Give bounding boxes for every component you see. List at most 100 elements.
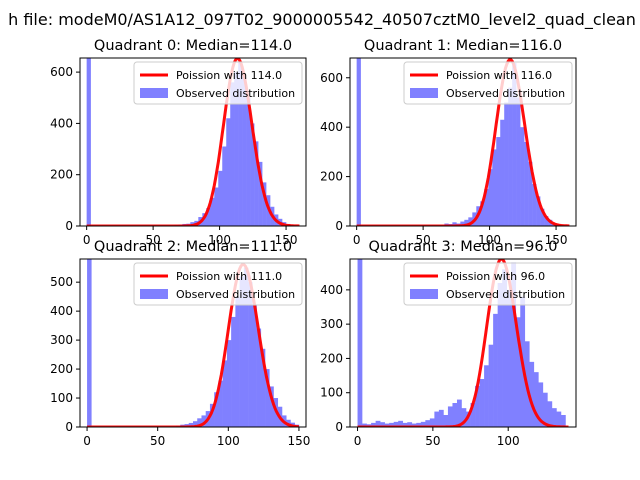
legend-label-observed-2: Observed distribution [176, 288, 295, 301]
histogram-bar-0-18 [242, 77, 247, 226]
y-tick-label-2-0: 0 [65, 420, 73, 434]
histogram-bar-1-22 [528, 161, 533, 226]
legend-label-observed-3: Observed distribution [446, 288, 565, 301]
histogram-bar-3-28 [484, 365, 489, 427]
histogram-bar-2-16 [239, 276, 245, 427]
histogram-bar-2-17 [243, 267, 249, 427]
x-tick-label-0-0: 0 [83, 233, 91, 247]
histogram-bar-1-12 [488, 169, 493, 226]
y-tick-label-3-0: 0 [335, 420, 343, 434]
histogram-bar-1-20 [520, 127, 525, 226]
histogram-bar-0-13 [222, 146, 227, 226]
histogram-bar-0-10 [210, 197, 215, 226]
histogram-bar-3-19 [443, 415, 449, 427]
axes-frame-1 [349, 57, 577, 227]
poisson-curve-0 [86, 58, 300, 226]
histogram-bar-1-17 [508, 87, 513, 226]
plot-area-0 [86, 58, 300, 226]
x-tick-label-2-3: 150 [287, 434, 310, 448]
histogram-bar-2-11 [218, 380, 223, 427]
x-tick-label-0-3: 150 [275, 233, 298, 247]
histogram-bar-0-23 [262, 182, 267, 226]
legend-box-0 [133, 61, 303, 105]
histogram-bar-3-41 [542, 392, 548, 427]
histogram-bar-0-12 [218, 170, 223, 226]
histogram-bar-3-22 [456, 399, 462, 427]
y-tick-label-2-4: 400 [50, 304, 73, 318]
histogram-bar-1-0 [356, 58, 361, 226]
histogram-bar-3-39 [533, 372, 539, 427]
y-tick-label-2-1: 100 [50, 391, 73, 405]
histogram-bar-2-15 [235, 296, 240, 427]
x-tick-label-3-2: 100 [497, 434, 520, 448]
histogram-bar-3-0 [357, 259, 363, 427]
x-tick-label-1-3: 150 [545, 233, 568, 247]
histogram-bar-3-10 [402, 422, 408, 427]
histogram-bar-0-14 [226, 118, 231, 226]
histogram-bar-3-17 [434, 411, 440, 427]
x-tick-label-1-2: 100 [478, 233, 501, 247]
histogram-bar-3-31 [497, 283, 503, 427]
legend-box-3 [403, 262, 573, 306]
histogram-bar-0-19 [246, 97, 251, 226]
histogram-bar-1-10 [480, 201, 485, 226]
histogram-bar-2-6 [197, 418, 202, 427]
y-tick-label-3-1: 100 [320, 386, 343, 400]
panel-1: 0 50 100 150 0 200 400 600 Quadrant 1: Median=11… [320, 38, 577, 247]
histogram-bar-3-15 [425, 420, 431, 427]
histogram-bar-3-29 [488, 344, 494, 427]
panel-0: 0 50 100 150 0 200 400 600 Quadrant 0: Median=11… [50, 38, 307, 247]
x-tick-label-2-0: 0 [83, 434, 91, 448]
histogram-bar-3-23 [461, 408, 467, 427]
histogram-bar-1-15 [500, 119, 505, 226]
panel-title-0: Quadrant 0: Median=114.0 [94, 38, 292, 54]
histogram-bar-1-26 [544, 216, 549, 226]
y-tick-label-1-3: 600 [320, 71, 343, 85]
panel-title-1: Quadrant 1: Median=116.0 [364, 38, 562, 54]
legend-1: Poission with 116.0 Observed distribution [403, 61, 573, 105]
x-tick-label-1-1: 50 [415, 233, 430, 247]
histogram-bar-3-21 [452, 403, 458, 427]
y-tick-label-0-3: 600 [50, 65, 73, 79]
histogram-bar-3-33 [506, 289, 512, 427]
panel-title-3: Quadrant 3: Median=96.0 [369, 239, 558, 255]
histogram-bar-3-40 [538, 382, 544, 427]
histogram-bar-1-19 [516, 97, 521, 226]
histogram-bar-3-18 [438, 409, 444, 427]
histogram-bar-0-21 [254, 141, 259, 226]
histogram-bar-1-5 [460, 221, 465, 226]
histogram-bar-1-7 [468, 217, 473, 226]
x-tick-label-2-2: 100 [217, 434, 240, 448]
histogram-bar-0-16 [234, 72, 239, 226]
plot-area-3 [357, 259, 569, 427]
histogram-bar-3-4 [375, 420, 381, 427]
legend-label-poisson-3: Poission with 96.0 [446, 270, 545, 283]
axes-frame-0 [79, 57, 307, 227]
panel-title-2: Quadrant 2: Median=111.0 [94, 239, 292, 255]
histogram-bar-3-5 [380, 422, 385, 427]
y-tick-label-1-2: 400 [320, 120, 343, 134]
x-tick-label-3-0: 0 [354, 434, 362, 448]
histogram-bar-3-30 [493, 313, 498, 427]
histogram-bar-2-18 [248, 282, 253, 427]
histogram-bar-2-21 [260, 348, 266, 427]
histogram-bar-0-11 [214, 187, 219, 226]
histogram-bar-3-27 [479, 379, 485, 427]
y-tick-label-0-0: 0 [65, 219, 73, 233]
histogram-bar-3-20 [447, 406, 453, 427]
histogram-bar-2-9 [209, 403, 215, 427]
histogram-bar-3-11 [407, 422, 413, 427]
histogram-bar-2-23 [269, 386, 274, 427]
legend-bar-swatch-2 [140, 289, 168, 299]
x-tick-label-0-1: 50 [145, 233, 160, 247]
histogram-bar-3-12 [411, 423, 417, 427]
legend-bar-swatch-0 [140, 88, 168, 98]
histogram-bar-3-42 [547, 401, 553, 427]
legend-bar-swatch-1 [410, 88, 438, 98]
histogram-bar-3-26 [475, 385, 480, 427]
histogram-bar-1-13 [492, 149, 497, 226]
histogram-bar-3-16 [429, 418, 435, 427]
histogram-bar-3-45 [560, 415, 566, 427]
legend-2: Poission with 111.0 Observed distribution [133, 262, 303, 306]
